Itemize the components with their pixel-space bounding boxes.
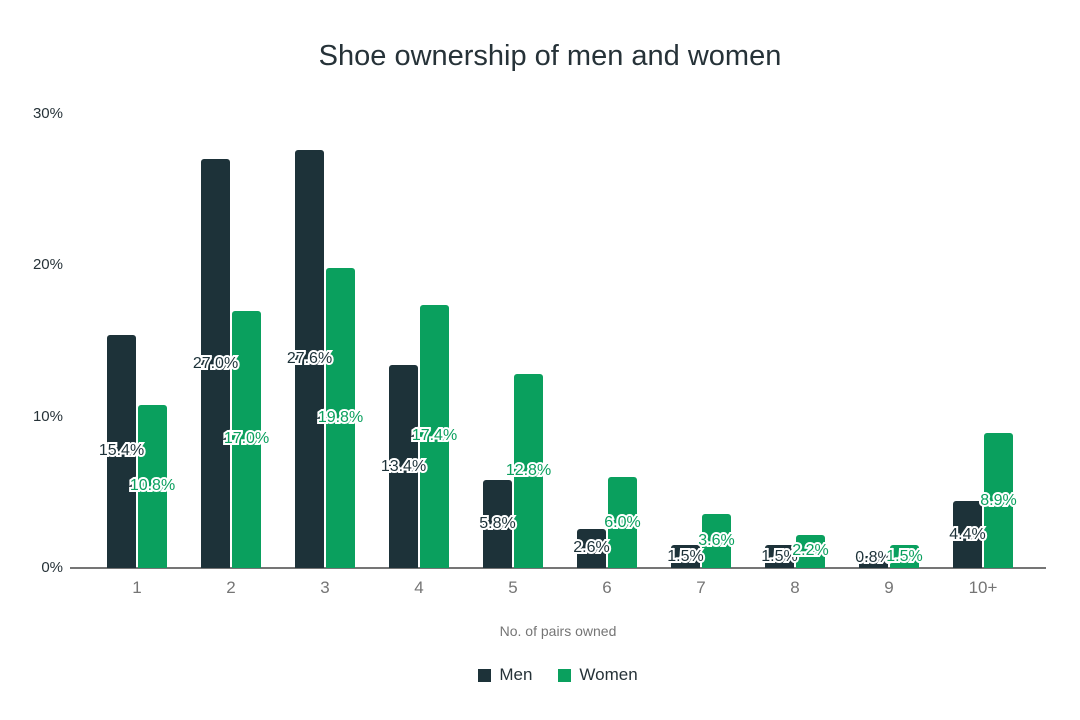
value-label-men-10+: 4.4%: [949, 526, 986, 544]
x-axis-line: [70, 567, 1046, 569]
value-label-women-2: 17.0%: [224, 430, 270, 448]
y-axis-tick-label: 30%: [32, 105, 63, 122]
value-label-men-7: 1.5%: [667, 548, 704, 566]
x-axis-tick-label: 9: [884, 578, 894, 597]
legend-swatch-men: [478, 668, 492, 682]
value-label-men-1: 15.4%: [99, 442, 145, 460]
value-label-men-5: 5.8%: [479, 515, 516, 533]
y-axis-tick-label: 20%: [32, 256, 63, 274]
value-label-women-8: 2.2%: [792, 542, 829, 560]
legend-item-men: Men: [478, 665, 532, 685]
value-label-women-5: 12.8%: [506, 462, 552, 480]
x-axis-tick-label: 4: [414, 578, 424, 597]
value-label-men-8: 1.5%: [761, 548, 798, 566]
x-axis-tick-label: 2: [226, 578, 236, 597]
value-label-women-3: 19.8%: [318, 409, 364, 427]
x-axis-title: No. of pairs owned: [499, 623, 617, 639]
x-axis-tick-label: 7: [696, 578, 706, 597]
legend-label-women: Women: [579, 665, 638, 684]
value-label-men-6: 2.6%: [573, 539, 610, 557]
legend-item-women: Women: [558, 665, 638, 685]
value-label-women-1: 10.8%: [130, 477, 176, 495]
value-label-women-10+: 8.9%: [980, 492, 1017, 510]
x-axis-tick-label: 8: [790, 578, 800, 597]
value-label-women-4: 17.4%: [412, 427, 458, 445]
value-label-women-9: 1.5%: [886, 548, 923, 566]
value-label-women-6: 6.0%: [604, 514, 641, 532]
value-label-men-9: 0.8%: [855, 549, 892, 567]
legend: Men Women: [70, 665, 1046, 685]
legend-swatch-women: [558, 668, 572, 682]
x-axis-tick-label: 1: [132, 578, 142, 597]
y-axis-tick-label: 0%: [41, 559, 63, 576]
value-label-women-7: 3.6%: [698, 532, 735, 550]
value-label-men-2: 27.0%: [193, 355, 239, 373]
value-label-men-4: 13.4%: [381, 458, 427, 476]
legend-label-men: Men: [499, 665, 533, 684]
value-label-men-3: 27.6%: [287, 350, 333, 368]
chart-title: Shoe ownership of men and women: [318, 40, 782, 72]
x-axis-tick-label: 3: [320, 578, 330, 597]
x-axis-tick-label: 6: [602, 578, 612, 597]
x-axis-tick-label: 5: [508, 578, 518, 597]
y-axis-tick-label: 10%: [32, 407, 63, 425]
x-axis-tick-label: 10+: [968, 578, 998, 597]
